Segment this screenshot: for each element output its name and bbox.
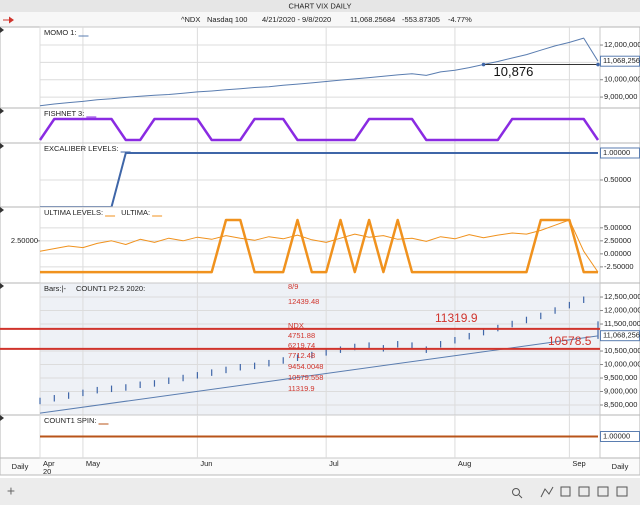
y-tick-label: 8,500,000 [604, 400, 637, 409]
y-tick-label: 5.00000 [604, 223, 631, 232]
add-button[interactable]: + [7, 483, 15, 499]
y-tick-label: 0.00000 [604, 249, 631, 258]
legend-label: Bars:|- [44, 284, 66, 293]
y-tick-label: 12,000,000 [604, 306, 640, 315]
symbol: ^NDX [181, 15, 200, 24]
toolbar [0, 12, 640, 27]
series-line [39, 219, 599, 273]
note-text: 7712.48 [288, 351, 315, 360]
period-right[interactable]: Daily [612, 462, 629, 471]
note-text: 10579.558 [288, 373, 323, 382]
annotation-label: 10,876 [494, 64, 534, 79]
panel-marker [0, 415, 4, 421]
grid-icon[interactable] [560, 486, 571, 497]
window-icon[interactable] [616, 486, 628, 497]
note-text: 4751.88 [288, 331, 315, 340]
x-tick-label: Jul [329, 459, 339, 468]
x-tick-label: Aug [458, 459, 471, 468]
legend-label: ULTIMA LEVELS: [44, 208, 103, 217]
y-tick-label: 2.50000 [604, 236, 631, 245]
y-tick-label-left: 2.50000 [11, 236, 38, 245]
x-year: 20 [43, 467, 51, 476]
y-tick-label: 12,000,000 [604, 40, 640, 49]
series-line [39, 37, 599, 107]
legend-label: COUNT1 SPIN: [44, 416, 97, 425]
last-value-label: 11,068,256 [603, 331, 640, 340]
panel-marker [0, 283, 4, 289]
note-text: 8/9 [288, 282, 298, 291]
series-line [38, 117, 600, 142]
panel-marker [0, 27, 4, 33]
y-tick-label: 9,500,000 [604, 373, 637, 382]
panel-marker [0, 207, 4, 213]
series-line [40, 218, 598, 274]
legend-label: FISHNET 3: [44, 109, 84, 118]
plot-area [39, 206, 601, 284]
annotation-dot [596, 62, 600, 67]
window-title: CHART VIX DAILY [289, 1, 352, 10]
x-tick-label: Jun [200, 459, 212, 468]
panel-marker [0, 108, 4, 114]
note-text: NDX [288, 321, 304, 330]
toolbar-icons [512, 486, 628, 499]
y-tick-label: 11,500,000 [604, 319, 640, 328]
y-tick-label: 0.50000 [604, 175, 631, 184]
title-bar [0, 0, 640, 12]
legend-label: MOMO 1: [44, 28, 77, 37]
period-left[interactable]: Daily [12, 462, 29, 471]
date-range: 4/21/2020 - 9/8/2020 [262, 15, 331, 24]
chart-icon[interactable] [540, 486, 554, 498]
series-line [40, 152, 598, 208]
panel-icon[interactable] [578, 486, 590, 497]
y-tick-label: 9,000,000 [604, 92, 637, 101]
y-tick-label: 12,500,000 [604, 292, 640, 301]
level-label: 11319.9 [435, 311, 478, 325]
note-text: 12439.48 [288, 297, 319, 306]
legend-label: EXCALIBER LEVELS: [44, 144, 119, 153]
change: -553.87305 [402, 15, 440, 24]
book-icon[interactable] [597, 486, 609, 497]
note-text: 11319.9 [288, 384, 315, 393]
last-value-label: 1.00000 [603, 148, 630, 157]
search-icon[interactable] [512, 488, 520, 496]
legend-label: COUNT1 P2.5 2020: [76, 284, 145, 293]
last-price: 11,068.25684 [350, 15, 395, 24]
y-tick-label: 10,000,000 [604, 360, 640, 369]
x-tick-label: May [86, 459, 100, 468]
note-text: 6219.74 [288, 341, 315, 350]
annotation-dot [481, 62, 486, 67]
change-percent: -4.77% [448, 15, 472, 24]
legend-label: ULTIMA: [121, 208, 150, 217]
last-value-label: 11,068,256 [603, 56, 640, 65]
y-tick-label: 10,500,000 [604, 346, 640, 355]
y-tick-label: 10,000,000 [604, 75, 640, 84]
panel-marker [0, 143, 4, 149]
y-tick-label: -2.50000 [604, 262, 634, 271]
symbol-name: Nasdaq 100 [207, 15, 247, 24]
back-arrow[interactable] [3, 16, 14, 24]
x-tick-label: Apr [43, 459, 55, 468]
bottom-toolbar [0, 478, 640, 505]
note-text: 9454.0048 [288, 362, 323, 371]
last-value-label: 1.00000 [603, 431, 630, 440]
level-label: 10578.5 [548, 334, 592, 348]
x-tick-label: Sep [572, 459, 585, 468]
y-tick-label: 9,000,000 [604, 386, 637, 395]
search-icon-handle [518, 494, 523, 499]
